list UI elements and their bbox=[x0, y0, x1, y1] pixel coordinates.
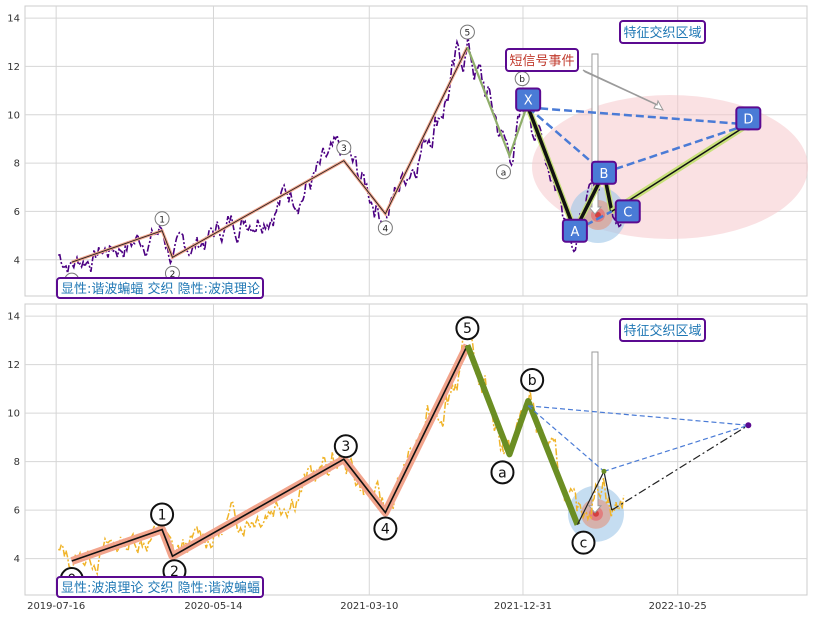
harmonic-ratio-line bbox=[603, 424, 749, 472]
short-signal-label: 短信号事件 bbox=[509, 54, 574, 69]
wave-label-3: 3 bbox=[341, 439, 350, 455]
wave-marker bbox=[377, 220, 393, 236]
wave-label-c: c bbox=[580, 536, 588, 552]
x-tick-label: 2021-12-31 bbox=[494, 601, 552, 612]
y-tick-label: 14 bbox=[7, 14, 20, 25]
wave-marker bbox=[154, 211, 170, 227]
feature-label-box bbox=[619, 20, 706, 44]
harmonic-cd-leg bbox=[611, 424, 749, 511]
harmonic-label-D: D bbox=[743, 112, 753, 127]
short-signal-box bbox=[505, 48, 579, 72]
wave-label-3: 3 bbox=[341, 144, 347, 154]
wave-label-b: b bbox=[519, 75, 525, 85]
wave-label-4: 4 bbox=[381, 522, 390, 538]
wave-label-5: 5 bbox=[463, 321, 472, 337]
harmonic-marker bbox=[515, 87, 542, 112]
impulse-line bbox=[71, 344, 469, 562]
legend-box bbox=[56, 277, 264, 299]
correction-line bbox=[464, 344, 581, 526]
feature-label: 特征交织区域 bbox=[623, 323, 701, 339]
harmonic-ratio-line bbox=[603, 123, 749, 174]
harmonic-leg bbox=[526, 106, 577, 232]
wave-marker bbox=[333, 434, 358, 459]
wave-label-2: 2 bbox=[170, 270, 176, 280]
y-tick-label: 10 bbox=[7, 409, 20, 420]
legend-box-text: 显性:波浪理论 交织 隐性:谐波蝙蝠 bbox=[61, 580, 260, 596]
wave-marker bbox=[373, 516, 398, 541]
harmonic-leg bbox=[611, 123, 749, 213]
y-tick-label: 14 bbox=[7, 312, 20, 323]
x-tick-label: 2019-07-16 bbox=[27, 601, 85, 612]
wave-label-4: 4 bbox=[382, 224, 388, 234]
wave-marker bbox=[336, 140, 352, 156]
wave-label-1: 1 bbox=[159, 215, 165, 225]
y-tick-label: 8 bbox=[14, 457, 20, 468]
y-tick-label: 10 bbox=[7, 110, 20, 121]
point-b-dot bbox=[601, 468, 607, 474]
harmonic-ratio-line bbox=[527, 106, 605, 174]
correction-line bbox=[466, 46, 530, 160]
wave-marker bbox=[455, 316, 480, 341]
y-tick-label: 12 bbox=[7, 360, 20, 371]
feature-label-box bbox=[619, 318, 706, 342]
x-tick-label: 2020-05-14 bbox=[184, 601, 242, 612]
wave-marker bbox=[459, 24, 475, 40]
harmonic-label-C: C bbox=[623, 205, 632, 220]
wave-label-1: 1 bbox=[158, 508, 167, 524]
wave-marker bbox=[571, 530, 596, 555]
impulse-line bbox=[71, 46, 468, 263]
wave-marker bbox=[490, 460, 515, 485]
feature-arrow bbox=[587, 351, 603, 514]
harmonic-label-A: A bbox=[570, 225, 579, 240]
harmonic-marker bbox=[614, 199, 641, 224]
short-signal-arrow bbox=[582, 69, 664, 111]
harmonic-marker bbox=[590, 160, 617, 185]
wave-label-a: a bbox=[498, 465, 507, 481]
wave-marker bbox=[150, 502, 175, 527]
harmonic-ratio-line bbox=[527, 405, 605, 472]
feature-label: 特征交织区域 bbox=[623, 25, 701, 41]
wave-label-5: 5 bbox=[465, 29, 471, 39]
top-panel: 468101214特征交织区域012345abXABCD短信号事件显性:谐波蝙蝠… bbox=[7, 5, 808, 299]
y-tick-label: 12 bbox=[7, 62, 20, 73]
y-tick-label: 4 bbox=[14, 255, 20, 266]
harmonic-marker bbox=[735, 106, 762, 131]
wave-marker bbox=[495, 164, 511, 180]
y-tick-label: 4 bbox=[14, 554, 20, 565]
harmonic-marker bbox=[561, 218, 588, 243]
x-tick-label: 2022-10-25 bbox=[649, 601, 707, 612]
y-tick-label: 8 bbox=[14, 159, 20, 170]
legend-box-text: 显性:谐波蝙蝠 交织 隐性:波浪理论 bbox=[61, 281, 260, 297]
harmonic-label-X: X bbox=[524, 94, 533, 109]
y-tick-label: 6 bbox=[14, 506, 20, 517]
point-d-dot bbox=[745, 422, 752, 429]
wave-label-a: a bbox=[501, 168, 507, 178]
harmonic-label-B: B bbox=[600, 167, 609, 182]
x-tick-label: 2021-03-10 bbox=[340, 601, 398, 612]
harmonic-ratio-line bbox=[528, 106, 749, 126]
y-tick-label: 6 bbox=[14, 207, 20, 218]
wave-label-b: b bbox=[528, 373, 537, 389]
wave-label-2: 2 bbox=[170, 564, 179, 580]
wave-marker bbox=[520, 368, 545, 392]
legend-box bbox=[56, 576, 264, 598]
harmonic-ratio-line bbox=[528, 405, 749, 426]
